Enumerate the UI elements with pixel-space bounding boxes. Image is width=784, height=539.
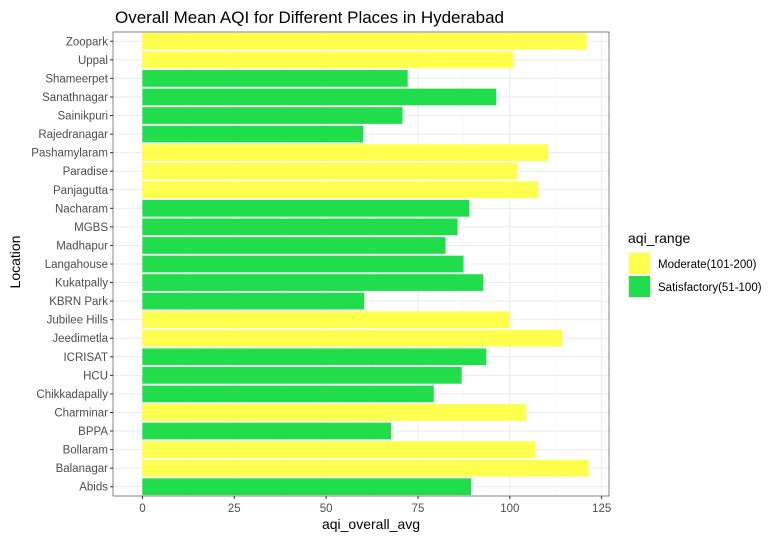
- bars-group: [142, 32, 589, 496]
- bar-panjagutta: [142, 181, 539, 199]
- y-tick-label: Sainikpuri: [58, 111, 109, 123]
- bar-madhapur: [142, 237, 446, 254]
- y-tick-label: Sanathnagar: [42, 92, 108, 104]
- y-tick-label: Abids: [79, 482, 108, 494]
- bar-kukatpally: [142, 274, 484, 291]
- bar-jeedimetla: [142, 329, 563, 347]
- y-axis: Abids Balanagar Bollaram BPPA Charminar Chikk…: [31, 36, 113, 494]
- legend-swatch: [629, 276, 650, 297]
- chart-title: Overall Mean AQI for Different Places in…: [115, 8, 504, 27]
- y-tick-label: Pashamylaram: [31, 148, 108, 160]
- bar-shameerpet: [142, 70, 408, 87]
- legend-title: aqi_range: [628, 230, 690, 246]
- bar-jubilee-hills: [142, 311, 510, 329]
- bar-sainikpuri: [142, 107, 403, 124]
- bar-charminar: [142, 404, 527, 421]
- legend-swatch: [629, 253, 650, 274]
- y-tick-label: Jeedimetla: [52, 333, 108, 345]
- x-axis-title: aqi_overall_avg: [322, 516, 420, 532]
- bar-bollaram: [142, 441, 536, 458]
- y-tick-label: Balanagar: [56, 463, 109, 475]
- x-tick-label: 100: [500, 503, 519, 515]
- legend: aqi_range Moderate(101-200) Satisfactory(…: [628, 230, 762, 298]
- bar-kbrn-park: [142, 292, 365, 310]
- x-tick-label: 0: [139, 503, 145, 515]
- bar-mgbs: [142, 218, 458, 236]
- bar-chikkadapally: [142, 385, 434, 403]
- y-tick-label: ICRISAT: [63, 352, 108, 364]
- y-axis-title: Location: [7, 236, 23, 289]
- bar-balanagar: [142, 459, 589, 477]
- x-tick-label: 25: [228, 503, 241, 515]
- y-tick-label: Langahouse: [45, 259, 108, 271]
- bar-bppa: [142, 422, 392, 440]
- bar-paradise: [142, 162, 518, 180]
- bar-langahouse: [142, 255, 464, 273]
- y-tick-label: MGBS: [74, 222, 108, 234]
- y-tick-label: Paradise: [63, 166, 108, 178]
- y-tick-label: Nacharam: [55, 203, 108, 215]
- bar-hcu: [142, 367, 462, 384]
- y-tick-label: Charminar: [54, 407, 108, 419]
- bar-sanathnagar: [142, 88, 497, 106]
- y-tick-label: HCU: [83, 370, 108, 382]
- legend-label: Satisfactory(51-100): [658, 282, 762, 294]
- bar-pashamylaram: [142, 144, 549, 161]
- bar-uppal: [142, 51, 514, 69]
- bar-nacharam: [142, 199, 470, 217]
- x-axis: 0 25 50 75 100 125: [139, 496, 611, 515]
- y-tick-label: Bollaram: [63, 445, 108, 457]
- x-tick-label: 125: [592, 503, 611, 515]
- x-tick-label: 50: [320, 503, 333, 515]
- y-tick-label: KBRN Park: [49, 296, 108, 308]
- bar-icrisat: [142, 348, 487, 366]
- y-tick-label: Panjagutta: [53, 185, 109, 197]
- y-tick-label: Rajedranagar: [38, 129, 108, 141]
- bar-rajedranagar: [142, 125, 364, 143]
- y-tick-label: Chikkadapally: [36, 389, 108, 401]
- y-tick-label: Shameerpet: [45, 73, 108, 85]
- y-tick-label: Zoopark: [66, 36, 108, 48]
- y-tick-label: Kukatpally: [55, 278, 108, 290]
- bar-zoopark: [142, 32, 587, 50]
- y-tick-label: BPPA: [78, 426, 108, 438]
- x-tick-label: 75: [412, 503, 425, 515]
- y-tick-label: Uppal: [78, 55, 108, 67]
- legend-label: Moderate(101-200): [658, 259, 757, 271]
- bar-abids: [142, 478, 472, 496]
- y-tick-label: Madhapur: [56, 240, 108, 252]
- y-tick-label: Jubilee Hills: [47, 315, 109, 327]
- panel-border: [112, 31, 610, 497]
